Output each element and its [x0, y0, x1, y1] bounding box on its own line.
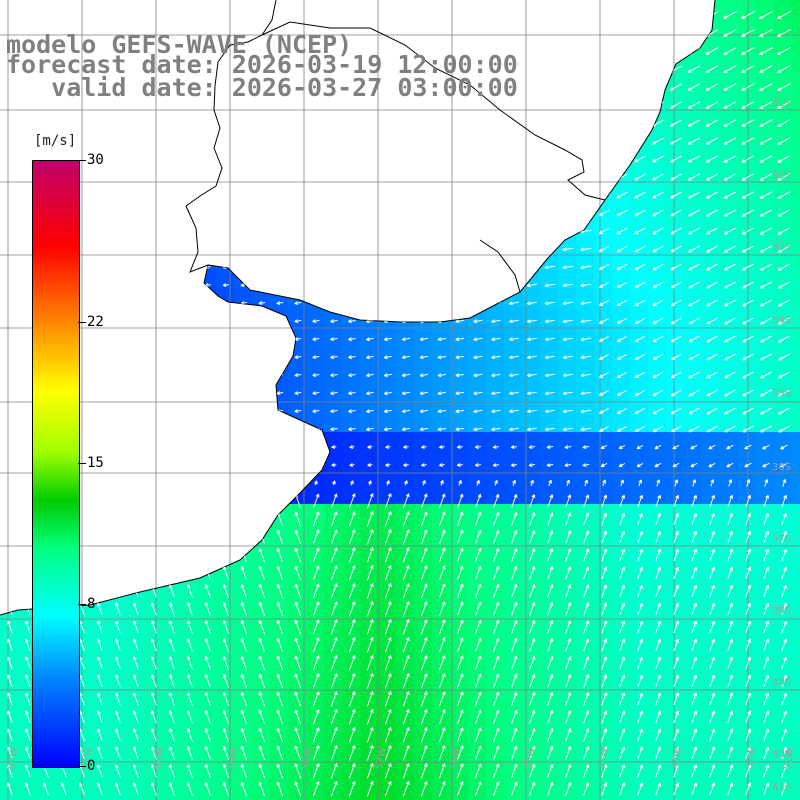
- colorbar-tick-mark: [78, 463, 86, 464]
- model-title: modelo GEFS-WAVE (NCEP): [6, 30, 353, 59]
- lon-label: 56W: [448, 746, 463, 770]
- lon-label: 51W: [782, 746, 797, 770]
- lon-label: 53W: [670, 746, 685, 770]
- lat-label: 31S: [772, 98, 791, 109]
- lat-label: 33S: [772, 242, 791, 253]
- lon-label: 54W: [596, 746, 611, 770]
- valid-date: valid date: 2026-03-27 03:00:00: [6, 73, 518, 102]
- colorbar-tick-mark: [78, 321, 86, 323]
- lat-label: 35S: [772, 388, 791, 399]
- colorbar-tick-label: 0: [87, 758, 96, 774]
- forecast-date: forecast date: 2026-03-19 12:00:00: [6, 50, 518, 79]
- axis-labels: 31S 32S 33S 34S 35S 36S 37S 38S 39S 40S 41S 62W 61W 6…: [6, 98, 797, 793]
- lat-label: 36S: [772, 462, 791, 473]
- lat-label: 40S: [772, 749, 791, 760]
- colorbar-tick-label: 30: [87, 152, 104, 168]
- lat-label: 37S: [772, 534, 791, 545]
- colorbar-tick-label: 15: [87, 455, 104, 471]
- lon-label: 62W: [6, 746, 21, 770]
- colorbar: [32, 160, 80, 768]
- lon-label: 59W: [226, 746, 241, 770]
- colorbar-tick-mark: [78, 160, 86, 161]
- lon-label: 55W: [522, 746, 537, 770]
- colorbar-tick-mark: [78, 604, 86, 606]
- lat-label: 38S: [772, 605, 791, 616]
- lon-label: 58W: [300, 746, 315, 770]
- coastline: [0, 0, 716, 616]
- lon-label: 52W: [744, 746, 759, 770]
- lat-label: 34S: [772, 315, 791, 326]
- lat-label: 41S: [772, 782, 791, 793]
- colorbar-tick-mark: [78, 766, 86, 767]
- colorbar-tick-label: 22: [87, 313, 104, 330]
- lon-label: 57W: [374, 746, 389, 770]
- lon-label: 60W: [152, 746, 167, 770]
- colorbar-unit: [m/s]: [34, 133, 77, 149]
- colorbar-tick-label: 8: [87, 596, 96, 613]
- lon-label: 61W: [80, 746, 95, 770]
- lat-label: 32S: [772, 170, 791, 181]
- lat-label: 39S: [772, 677, 791, 688]
